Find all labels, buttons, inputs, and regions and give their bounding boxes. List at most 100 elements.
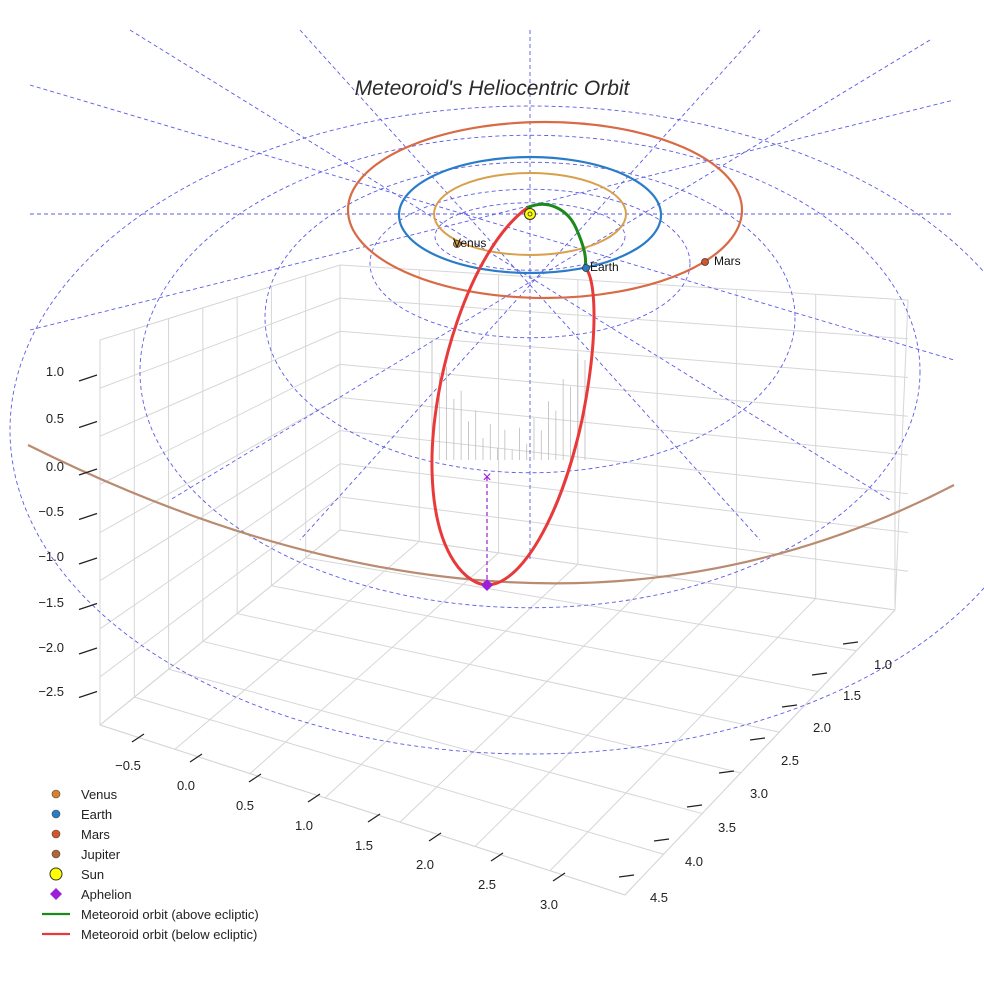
- x-tick-mark: [248, 773, 262, 783]
- legend-label: Meteoroid orbit (above ecliptic): [81, 907, 259, 922]
- floor-grid-line: [549, 598, 817, 872]
- wall-grid-line: [339, 363, 909, 417]
- z-tick-mark: [78, 468, 98, 476]
- wall-grid-line: [99, 397, 341, 533]
- earth-marker: [582, 264, 590, 272]
- legend-dot: [51, 809, 61, 819]
- legend-label: Sun: [81, 867, 104, 882]
- floor-grid-line: [624, 609, 896, 896]
- y-tick-label: 3.5: [718, 820, 736, 835]
- orbit-below-ecliptic: [430, 206, 596, 587]
- x-tick-mark: [131, 733, 145, 743]
- legend-label: Mars: [81, 827, 110, 842]
- y-tick-mark: [749, 737, 766, 741]
- z-tick-label: −1.0: [38, 549, 64, 564]
- earth-orbit: [397, 155, 663, 275]
- x-tick-mark: [490, 852, 504, 862]
- legend: Venus Earth Mars Jupiter Sun Aphelion Meteoroi…: [42, 787, 259, 942]
- floor-grid-line: [99, 529, 341, 726]
- x-tick-label: 2.0: [416, 857, 434, 872]
- z-tick-mark: [78, 602, 98, 611]
- y-tick-label: 4.5: [650, 890, 668, 905]
- floor-grid-line: [134, 696, 664, 855]
- ecliptic-spoke: [29, 99, 955, 331]
- y-tick-mark: [618, 874, 635, 878]
- ecliptic-grid: [9, 29, 984, 755]
- legend-entry: Meteoroid orbit (above ecliptic): [42, 907, 259, 922]
- venus-marker: [453, 240, 461, 248]
- venus-label: Venus: [453, 236, 486, 250]
- legend-diamond-icon: [50, 888, 62, 900]
- floor-grid-line: [202, 640, 741, 774]
- y-tick-mark: [653, 838, 670, 842]
- z-tick-label: 0.0: [46, 459, 64, 474]
- floor-grid-line: [168, 668, 703, 815]
- x-tick-label: 2.5: [478, 877, 496, 892]
- y-tick-mark: [781, 704, 798, 708]
- legend-entry: Venus: [51, 787, 118, 802]
- legend-dot: [51, 789, 61, 799]
- wall-grid-line: [99, 297, 341, 389]
- sun-core: [527, 211, 533, 217]
- z-tick-mark: [78, 647, 98, 655]
- meteoroid-orbit: ×: [430, 202, 596, 587]
- x-tick-label: 0.0: [177, 778, 195, 793]
- aphelion-marker: [481, 579, 493, 591]
- x-tick-mark: [552, 872, 566, 882]
- x-tick-label: −0.5: [115, 758, 141, 773]
- box-edge: [339, 264, 909, 301]
- z-tick-label: −2.5: [38, 684, 64, 699]
- floor-grid-line: [237, 613, 780, 733]
- wall-grid-line: [99, 496, 341, 678]
- box-edge: [99, 264, 341, 341]
- z-tick-mark: [78, 557, 98, 565]
- legend-entry: Sun: [49, 867, 104, 882]
- legend-entry: Mars: [51, 827, 110, 842]
- legend-entry: Jupiter: [51, 847, 121, 862]
- legend-sun-icon: [49, 867, 63, 881]
- ecliptic-spoke: [129, 29, 891, 501]
- legend-dot: [51, 829, 61, 839]
- floor-grid-line: [174, 541, 420, 750]
- wall-grid-line: [339, 463, 909, 533]
- y-tick-label: 1.5: [843, 688, 861, 703]
- x-tick-mark: [307, 793, 321, 803]
- y-tick-label: 2.5: [781, 753, 799, 768]
- wall-grid-line: [99, 430, 341, 582]
- x-tick-label: 0.5: [236, 798, 254, 813]
- z-tick-label: −2.0: [38, 640, 64, 655]
- z-tick-label: −1.5: [38, 595, 64, 610]
- legend-entry: Aphelion: [50, 887, 132, 902]
- z-tick-mark: [78, 374, 98, 382]
- wall-grid-line: [99, 330, 341, 437]
- chart-title: Meteoroid's Heliocentric Orbit: [355, 77, 631, 100]
- x-tick-mark: [428, 832, 442, 842]
- legend-entry: Meteoroid orbit (below ecliptic): [42, 927, 257, 942]
- points: Venus Earth Mars: [453, 208, 741, 591]
- legend-label: Jupiter: [81, 847, 121, 862]
- axis-ticks: 1.0 0.5 0.0 −0.5 −1.0 −1.5 −2.0 −2.5 −0.5 0.0 0.5 1…: [38, 364, 892, 912]
- x-tick-mark: [189, 753, 203, 763]
- y-tick-mark: [842, 641, 859, 645]
- legend-label: Venus: [81, 787, 118, 802]
- wall-grid-line: [339, 430, 909, 495]
- legend-label: Aphelion: [81, 887, 132, 902]
- z-tick-mark: [78, 420, 98, 429]
- floor-grid-line: [249, 552, 499, 774]
- y-tick-mark: [686, 804, 703, 808]
- z-tick-mark: [78, 690, 98, 699]
- y-tick-label: 2.0: [813, 720, 831, 735]
- earth-label: Earth: [590, 260, 619, 274]
- venus-orbit: [433, 172, 627, 256]
- y-tick-label: 1.0: [874, 657, 892, 672]
- y-tick-label: 4.0: [685, 854, 703, 869]
- x-tick-label: 1.0: [295, 818, 313, 833]
- legend-entry: Earth: [51, 807, 112, 822]
- mars-orbit: [346, 120, 744, 300]
- wall-grid-line: [339, 397, 909, 456]
- z-tick-label: −0.5: [38, 504, 64, 519]
- x-tick-mark: [367, 813, 381, 823]
- x-tick-label: 3.0: [540, 897, 558, 912]
- floor-grid-line: [399, 575, 658, 823]
